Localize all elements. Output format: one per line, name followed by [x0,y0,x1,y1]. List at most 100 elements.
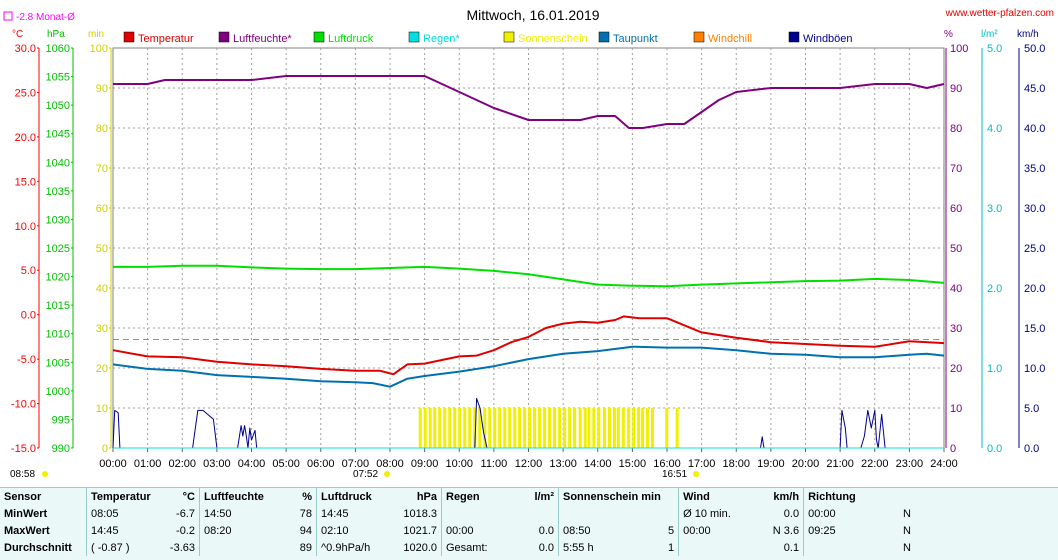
stats-cell [803,539,881,556]
x-tick-label: 10:00 [445,458,473,470]
stats-header: Sonnenschein min [557,488,679,505]
wind-tick-label: 0.0 [1024,443,1039,455]
sunshine-bar [621,408,625,448]
x-tick-label: 24:00 [930,458,958,470]
rain-tick-label: 1.0 [987,363,1002,375]
x-tick-label: 05:00 [272,458,300,470]
x-tick-label: 21:00 [826,458,854,470]
sunshine-bar [453,408,457,448]
pressure-tick-label: 1045 [46,129,70,141]
site-link[interactable]: www.wetter-pfalzen.com [945,8,1054,19]
legend-label: Sonnenschein [518,33,588,45]
sunshine-bar [563,408,567,448]
x-tick-label: 15:00 [619,458,647,470]
legend-label: Taupunkt [613,33,658,45]
x-tick-label: 01:00 [134,458,162,470]
stats-row-min: MinWert 08:05 -6.7 14:50 78 14:45 1018.3… [0,505,915,522]
stats-cell [646,505,679,522]
sunshine-bar [518,408,522,448]
pressure-tick-label: 1020 [46,272,70,284]
sun-icon [42,471,48,477]
stats-cell: -3.63 [169,541,195,554]
stats-cell: 02:10 [316,522,393,539]
stats-cell: 14:45 [86,522,161,539]
pressure-tick-label: 1055 [46,72,70,84]
stats-row-avg: Durchschnitt ( -0.87 ) -3.63 89 ^0.9hPa/… [0,539,915,556]
sunshine-bar [528,408,532,448]
unit-sun: min [88,29,104,40]
stats-cell: 1021.7 [403,524,437,537]
stats-cell: 0.0 [783,507,800,520]
sunshine-bar [423,408,427,448]
legend-swatch [218,31,230,43]
x-tick-label: 12:00 [515,458,543,470]
stats-cell: 00:00 [678,522,756,539]
stats-cell: 5 [667,524,675,537]
pressure-tick-label: 1035 [46,186,70,198]
series-lines [112,75,945,449]
sunshine-bar [602,408,606,448]
rain-tick-label: 4.0 [987,123,1002,135]
monthly-avg-label: -2.8 Monat-Ø [16,12,75,23]
wind-tick-label: 10.0 [1024,363,1045,375]
rain-tick-label: 5.0 [987,43,1002,55]
sunset-marker: 16:51 [662,469,687,480]
stats-header-unit: % [302,490,312,503]
sunshine-bar [543,408,547,448]
sunshine-bar [508,408,512,448]
temp-tick-label: -10.0 [11,399,36,411]
sunshine-bar [597,408,601,448]
legend: Temperatur Luftfeuchte* Luftdruck Regen* Son… [123,31,853,45]
temp-tick-label: 25.0 [15,87,36,99]
x-tick-label: 14:00 [584,458,612,470]
wind-tick-label: 5.0 [1024,403,1039,415]
x-tick-label: 20:00 [792,458,820,470]
sun-tick-label: 10 [96,403,108,415]
sunshine-bar [587,408,591,448]
sunshine-bar [568,408,572,448]
legend-swatch [788,31,800,43]
stats-header-unit: °C [182,490,195,503]
legend-swatch [693,31,705,43]
sunshine-bar [533,408,537,448]
x-tick-label: 13:00 [549,458,577,470]
stats-cell: 08:50 [557,522,646,539]
x-tick-label: 08:00 [376,458,404,470]
unit-pressure: hPa [47,29,65,40]
temp-tick-label: -5.0 [17,354,36,366]
wind-tick-label: 15.0 [1024,323,1045,335]
monthly-avg-icon [3,11,13,21]
temp-tick-label: 5.0 [21,265,36,277]
legend-label: Temperatur [138,33,194,45]
weather-chart: 30.0 25.0 20.0 15.0 10.0 5.0 0.0 -5.0 -10.0 -15.0… [3,7,1054,480]
sunrise-icon [384,471,390,477]
sunset-icon [693,471,699,477]
x-tick-label: 11:00 [481,458,508,470]
sunshine-bar [463,408,467,448]
humidity-tick-label: 80 [950,123,962,135]
stats-cell: 89 [299,541,312,554]
unit-humidity: % [944,29,953,40]
statistics-panel: Sensor Temperatur °C Luftfeuchte % Luftd… [0,487,1058,560]
stats-cell: -0.2 [176,524,195,537]
pressure-tick-label: 1060 [46,43,70,55]
stats-cell: 1018.3 [403,507,437,520]
humidity-tick-label: 90 [950,83,962,95]
sunshine-bar [523,408,527,448]
sunshine-bar [646,408,650,448]
sunshine-bar [478,408,482,448]
sun-tick-label: 30 [96,323,108,335]
pressure-tick-label: 1015 [46,300,70,312]
humidity-tick-label: 50 [950,243,962,255]
x-tick-label: 00:00 [99,458,127,470]
legend-swatch [503,31,515,43]
sunshine-bar [548,408,552,448]
stats-header: Luftfeuchte [199,488,278,505]
sun-tick-label: 80 [96,123,108,135]
stats-row-label: MaxWert [4,524,50,537]
sunshine-bar [641,408,645,448]
left-axes: 30.0 25.0 20.0 15.0 10.0 5.0 0.0 -5.0 -10.0 -15.0… [11,43,112,455]
stats-cell: 94 [299,524,312,537]
temp-tick-label: 15.0 [15,176,36,188]
wind-tick-label: 25.0 [1024,243,1045,255]
